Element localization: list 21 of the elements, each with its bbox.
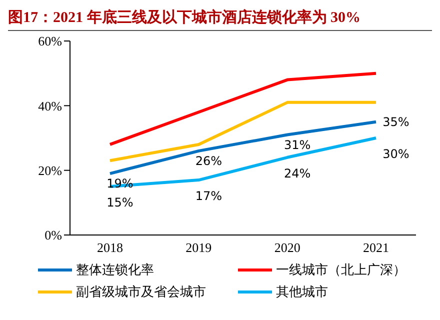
data-label: 26% xyxy=(195,154,222,168)
data-label: 35% xyxy=(382,114,410,129)
line-series xyxy=(108,136,378,188)
data-label: 30% xyxy=(382,147,410,161)
legend-label: 整体连锁化率 xyxy=(76,262,154,279)
data-label: 31% xyxy=(284,138,311,152)
data-label: 24% xyxy=(284,166,311,180)
x-tick-label: 2021 xyxy=(363,240,389,256)
x-tick-label: 2019 xyxy=(186,240,212,256)
x-tick-label: 2018 xyxy=(97,240,123,256)
y-tick-label: 40% xyxy=(38,98,62,114)
data-label: 15% xyxy=(106,196,134,210)
legend-label: 其他城市 xyxy=(276,284,328,301)
legend-label: 一线城市（北上广深） xyxy=(276,262,406,279)
y-tick-label: 0% xyxy=(44,228,62,243)
x-tick-label: 2020 xyxy=(274,240,300,256)
data-label: 17% xyxy=(195,189,222,204)
chart-title: 图17：2021 年底三线及以下城市酒店连锁化率为 30% xyxy=(8,8,432,31)
legend-label: 副省级城市及省会城市 xyxy=(76,284,206,301)
y-tick-label: 60% xyxy=(38,34,62,49)
y-tick-label: 20% xyxy=(38,162,62,178)
